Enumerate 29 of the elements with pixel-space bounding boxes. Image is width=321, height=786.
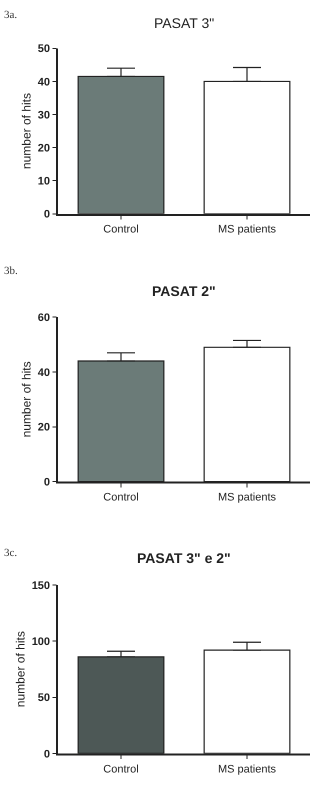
y-tick-label: 10 (38, 176, 50, 188)
y-tick-label: 0 (44, 476, 50, 488)
y-tick-label: 20 (38, 422, 50, 434)
text: 3c. (4, 547, 18, 559)
chart-title: PASAT 3" (154, 15, 214, 31)
x-tick-label: Control (103, 763, 139, 776)
y-tick-label: 40 (38, 76, 50, 88)
x-tick-label: Control (103, 492, 139, 504)
chart-title: PASAT 3" e 2" (137, 550, 231, 566)
y-tick-label: 0 (44, 748, 50, 760)
y-tick-label: 30 (38, 109, 50, 122)
y-axis-title: number of hits (20, 93, 34, 170)
x-tick-label: MS patients (218, 492, 277, 504)
x-tick-label: MS patients (218, 763, 277, 776)
y-tick-label: 50 (38, 692, 50, 704)
y-tick-label: 20 (38, 142, 50, 154)
y-axis-title: number of hits (13, 631, 28, 708)
chart-title: PASAT 2" (152, 283, 216, 299)
y-tick-label: 50 (38, 43, 50, 56)
text: 3a. (4, 9, 18, 21)
y-tick-label: 40 (38, 366, 50, 379)
y-axis-title: number of hits (20, 361, 34, 438)
text: 3b. (4, 265, 18, 277)
x-tick-label: MS patients (218, 224, 277, 236)
x-tick-label: Control (103, 224, 139, 236)
y-tick-label: 100 (32, 636, 50, 648)
y-tick-label: 60 (38, 312, 50, 324)
y-tick-label: 0 (44, 208, 50, 221)
y-tick-label: 150 (32, 580, 50, 592)
